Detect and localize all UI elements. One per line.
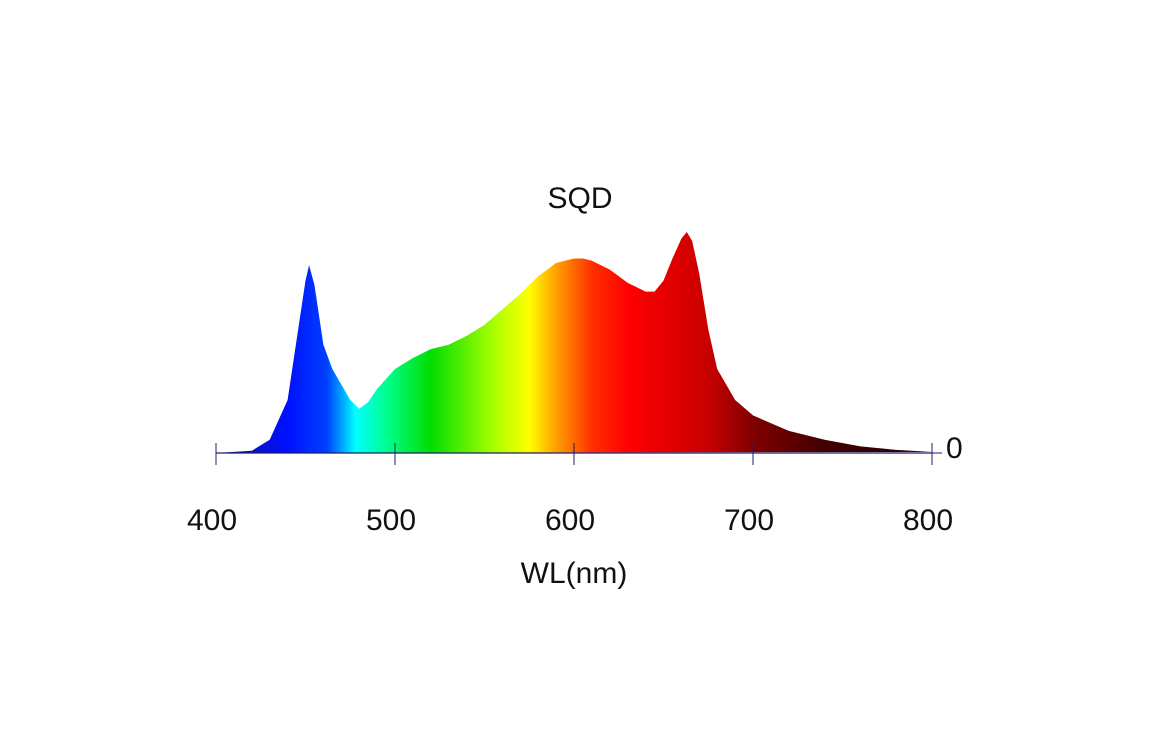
x-tick-label: 700 [724,504,774,537]
y-tick-label: 0 [946,432,963,465]
x-tick-label: 500 [366,504,416,537]
x-axis-label: WL(nm) [521,557,628,590]
chart-title: SQD [547,182,612,215]
spectrum-area [216,232,932,453]
x-tick-label: 400 [187,504,237,537]
x-tick-label: 600 [545,504,595,537]
x-tick-label: 800 [903,504,953,537]
